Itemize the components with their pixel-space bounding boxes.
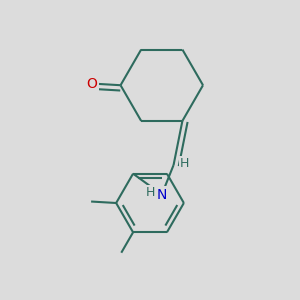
Text: N: N (157, 188, 167, 202)
Text: O: O (87, 77, 98, 91)
Text: H: H (146, 186, 155, 199)
Text: H: H (180, 157, 189, 170)
